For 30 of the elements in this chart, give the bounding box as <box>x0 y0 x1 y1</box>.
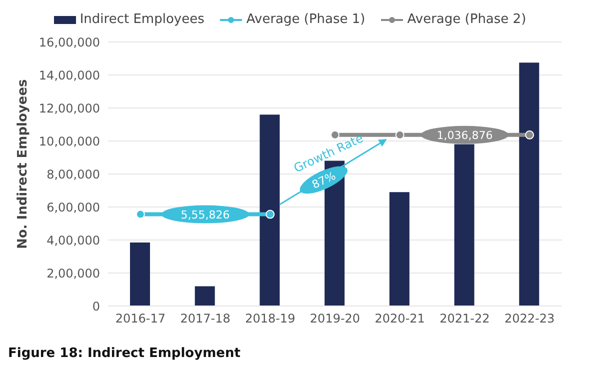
annotation: 87% <box>310 169 338 192</box>
x-tick-label: 2018-19 <box>245 312 296 326</box>
x-tick-label: 2016-17 <box>115 312 166 326</box>
y-tick-label: 2,00,000 <box>46 266 100 280</box>
data-label: 1,036,876 <box>436 128 493 142</box>
text: Figure 18: Indirect Employment <box>8 346 242 361</box>
y-tick-label: 0 <box>92 299 100 314</box>
x-tick-label: 2020-21 <box>374 312 425 326</box>
y-tick-label: 12,00,000 <box>38 101 100 116</box>
y-tick-label: 14,00,000 <box>38 68 100 82</box>
y-tick-label: 16,00,000 <box>38 35 100 50</box>
bar <box>130 242 150 306</box>
legend-label: Average (Phase 1) <box>246 12 366 27</box>
y-tick-label: 6,00,000 <box>46 200 100 214</box>
bar <box>454 144 474 306</box>
bar <box>194 286 215 306</box>
data-label: 5,55,826 <box>180 208 230 222</box>
y-tick-label: 10,00,000 <box>38 134 100 148</box>
y-axis-title: No. Indirect Employees <box>16 78 31 249</box>
y-tick-label: 8,00,000 <box>46 167 100 182</box>
x-tick-label: 2017-18 <box>180 312 230 326</box>
legend-label: Indirect Employees <box>80 12 204 27</box>
legend-label: Average (Phase 2) <box>407 12 526 27</box>
bar <box>519 62 540 306</box>
bar <box>260 114 280 306</box>
x-tick-label: 2019-20 <box>310 312 360 326</box>
x-tick-label: 2022-23 <box>504 312 555 326</box>
x-tick-label: 2021-22 <box>440 312 490 326</box>
y-tick-label: 4,00,000 <box>46 233 100 248</box>
bar <box>389 192 410 306</box>
